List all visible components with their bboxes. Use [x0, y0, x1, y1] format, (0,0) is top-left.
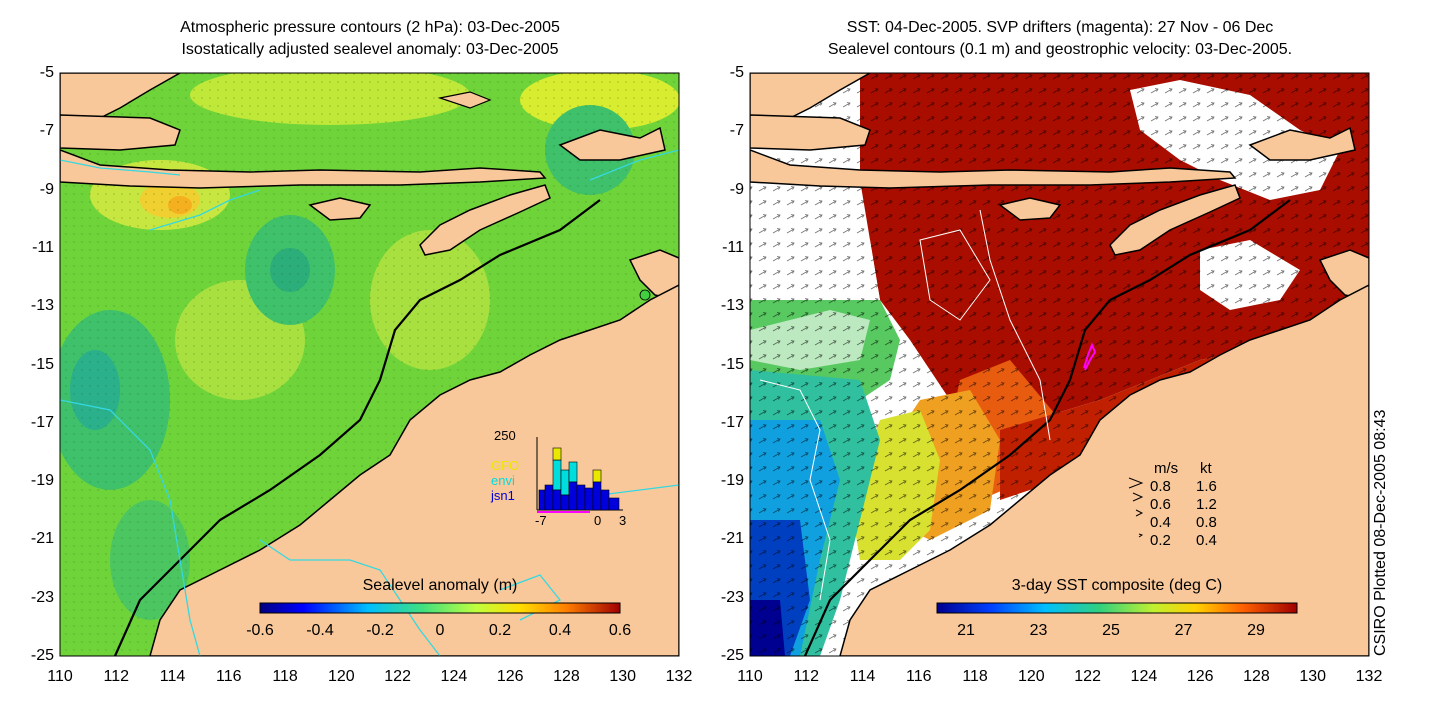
x-tick-label: 132 [665, 668, 693, 685]
colorbar-tick-label: 23 [1029, 622, 1048, 639]
colorbar-tick-label: -0.2 [366, 622, 394, 639]
inset-xtick-max: 3 [619, 513, 627, 528]
x-tick-label: 130 [609, 668, 637, 685]
colorbar-tick-label: 29 [1247, 622, 1265, 639]
x-tick-label: 110 [737, 668, 763, 685]
x-tick-label: 116 [906, 668, 932, 685]
velocity-key-ms: 0.8 [1150, 478, 1171, 495]
y-tick-label: -9 [729, 180, 744, 198]
velocity-key-header-ms: m/s [1154, 460, 1179, 477]
left-colorbar-label: Sealevel anomaly (m) [362, 577, 518, 594]
y-tick-label: -7 [39, 122, 54, 140]
x-tick-label: 132 [1355, 668, 1383, 685]
y-tick-label: -9 [39, 180, 54, 198]
colorbar-tick-label: 25 [1102, 622, 1120, 639]
right-colorbar-label: 3-day SST composite (deg C) [1011, 577, 1223, 594]
velocity-key-ms: 0.2 [1150, 532, 1171, 549]
right-title-line1: SST: 04-Dec-2005. SVP drifters (magenta)… [846, 19, 1274, 36]
y-tick-label: -5 [729, 64, 744, 81]
x-tick-label: 128 [1243, 668, 1270, 685]
velocity-key-kt: 1.6 [1196, 478, 1217, 495]
sst-colorbar [936, 602, 1298, 614]
y-tick-label: -17 [720, 413, 744, 431]
x-tick-label: 126 [496, 668, 524, 685]
x-tick-label: 110 [47, 668, 73, 685]
y-tick-label: -17 [30, 413, 54, 431]
altimeter-inset-chart [536, 437, 623, 513]
x-tick-label: 122 [384, 668, 411, 685]
x-tick-label: 120 [1018, 668, 1045, 685]
y-tick-label: -25 [30, 647, 54, 664]
y-tick-label: -25 [720, 647, 744, 664]
y-tick-label: -19 [720, 472, 744, 490]
y-tick-label: -11 [32, 238, 54, 256]
y-tick-label: -21 [30, 530, 54, 548]
colorbar-tick-label: -0.4 [306, 622, 334, 639]
x-tick-label: 126 [1186, 668, 1214, 685]
colorbar-tick-label: 0.6 [608, 622, 632, 639]
left-title-line1: Atmospheric pressure contours (2 hPa): 0… [180, 19, 560, 36]
inset-xtick-min: -7 [535, 513, 547, 528]
left-title-line2: Isostatically adjusted sealevel anomaly:… [181, 41, 559, 58]
colorbar-tick-label: 0.4 [548, 622, 572, 639]
velocity-key-kt: 1.2 [1196, 496, 1217, 513]
velocity-key-ms: 0.4 [1150, 514, 1171, 531]
colorbar-tick-label: 0 [435, 622, 445, 639]
colorbar-tick-label: 21 [957, 622, 975, 639]
x-tick-label: 116 [216, 668, 242, 685]
velocity-key: m/s kt 0.8 1.6 0.6 1.2 0.4 0.8 0.2 0.4 [1150, 460, 1217, 550]
plot-credit: CSIRO Plotted 08-Dec-2005 08:43 [1372, 409, 1389, 656]
velocity-key-kt: 0.4 [1196, 532, 1217, 549]
x-tick-label: 120 [328, 668, 355, 685]
x-tick-label: 122 [1074, 668, 1101, 685]
inset-xtick-zero: 0 [594, 513, 602, 528]
x-tick-label: 114 [159, 668, 186, 685]
x-tick-label: 114 [849, 668, 876, 685]
inset-legend-envi: envi [491, 473, 515, 488]
inset-legend-jsn1: jsn1 [491, 488, 515, 503]
y-tick-label: -15 [720, 355, 744, 373]
inset-ymax-label: 250 [494, 428, 516, 443]
y-tick-label: -13 [720, 297, 744, 315]
velocity-key-ms: 0.6 [1150, 496, 1171, 513]
y-tick-label: -7 [729, 122, 744, 140]
y-tick-label: -15 [30, 355, 54, 373]
x-tick-label: 124 [440, 668, 468, 685]
y-tick-label: -19 [30, 472, 54, 490]
x-tick-label: 124 [1130, 668, 1158, 685]
colorbar-tick-label: 0.2 [488, 622, 512, 639]
y-tick-label: -23 [30, 588, 54, 606]
x-tick-label: 118 [962, 668, 988, 685]
left-map-content [60, 73, 679, 656]
x-tick-label: 112 [793, 668, 820, 685]
colorbar-tick-label: -0.6 [246, 622, 274, 639]
velocity-key-header-kt: kt [1200, 460, 1212, 477]
velocity-key-arrows [1128, 477, 1144, 538]
x-tick-label: 130 [1299, 668, 1327, 685]
sla-colorbar [259, 602, 621, 614]
y-tick-label: -5 [39, 64, 54, 81]
velocity-key-kt: 0.8 [1196, 514, 1217, 531]
y-tick-label: -23 [720, 588, 744, 606]
right-title-line2: Sealevel contours (0.1 m) and geostrophi… [827, 41, 1293, 58]
x-tick-label: 118 [272, 668, 298, 685]
x-tick-label: 112 [103, 668, 130, 685]
right-map-content [750, 73, 1369, 656]
y-tick-label: -21 [720, 530, 744, 548]
y-tick-label: -11 [722, 238, 744, 256]
inset-legend-gfo: GFO [491, 458, 520, 473]
colorbar-tick-label: 27 [1174, 622, 1193, 639]
x-tick-label: 128 [553, 668, 580, 685]
y-tick-label: -13 [30, 297, 54, 315]
